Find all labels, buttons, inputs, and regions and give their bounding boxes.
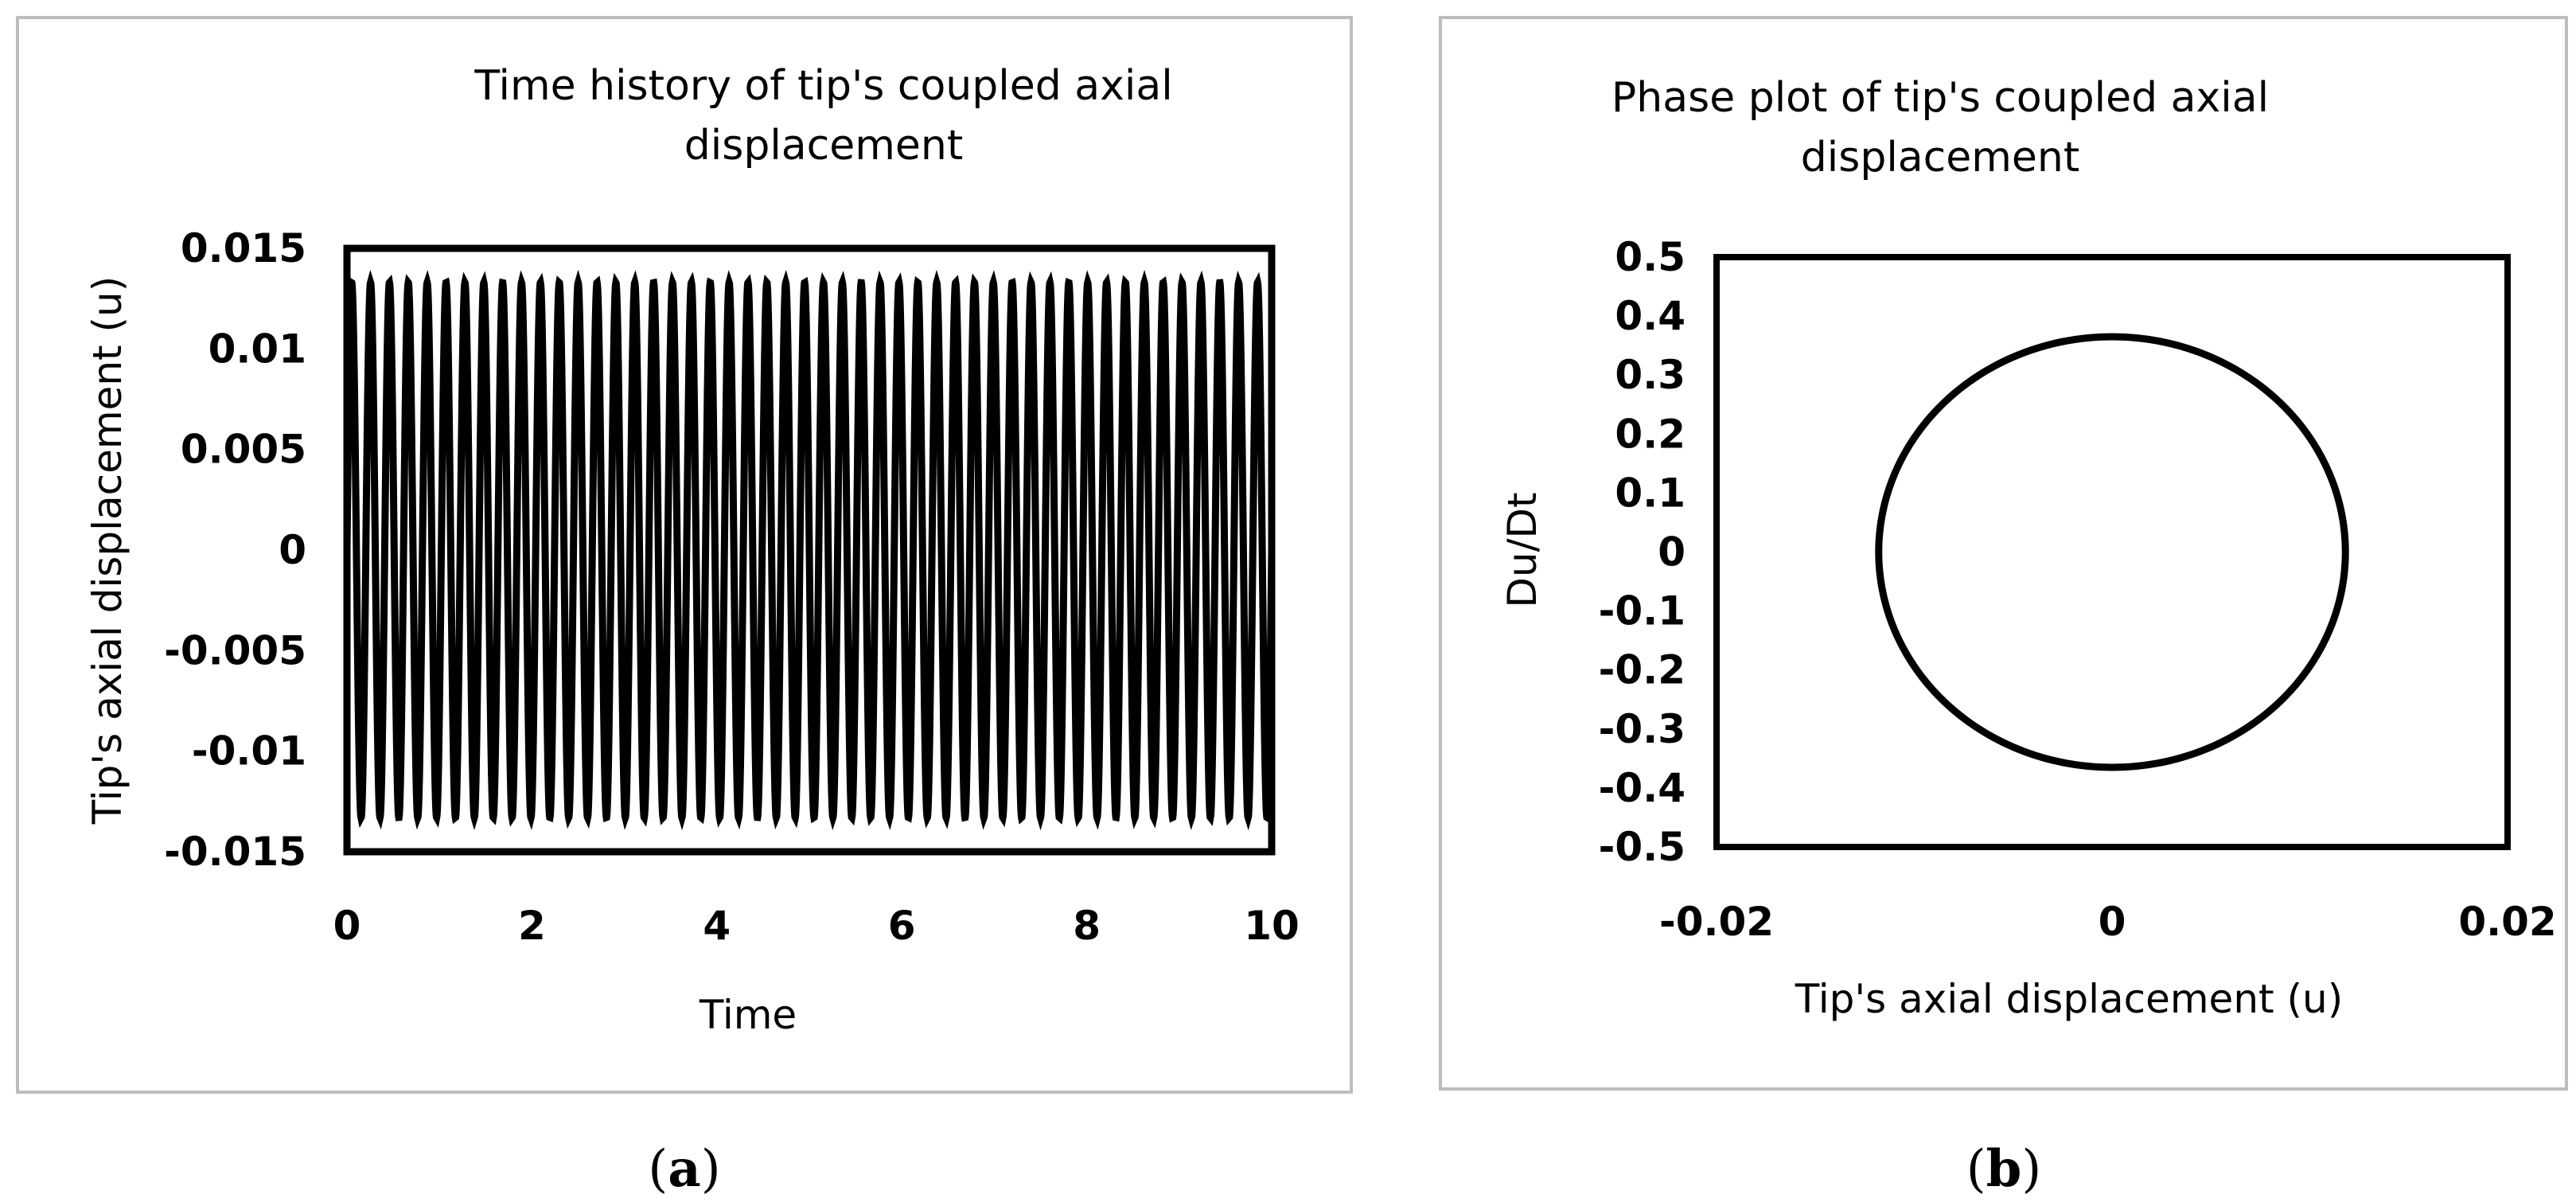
chart-b-caption: (b): [1966, 1139, 2042, 1199]
chart-a-y-tick-label: -0.005: [164, 627, 306, 673]
chart-b-y-tick-label: 0.3: [1615, 352, 1686, 398]
chart-b-y-tick-label: 0: [1658, 529, 1686, 576]
chart-b-y-tick-label: 0.5: [1615, 234, 1686, 280]
chart-b-y-tick-label: 0.2: [1615, 411, 1686, 457]
chart-b-y-tick-label: -0.2: [1599, 647, 1686, 693]
chart-a-title-line1: Time history of tip's coupled axial: [474, 62, 1172, 110]
chart-a-x-tick-label: 10: [1244, 903, 1300, 949]
chart-a-y-axis-title: Tip's axial displacement (u): [84, 276, 131, 825]
chart-a-x-tick-label: 8: [1073, 903, 1101, 949]
chart-panel-a: Time history of tip's coupled axial disp…: [16, 16, 1353, 1199]
chart-b-y-tick-label: -0.4: [1599, 765, 1686, 811]
chart-a-y-tick-label: 0.005: [181, 427, 306, 473]
chart-panel-b: Phase plot of tip's coupled axial displa…: [1432, 0, 2576, 1202]
chart-a-plot-frame: [343, 244, 1276, 856]
chart-a-x-tick-label: 6: [888, 903, 916, 949]
chart-a-caption: (a): [648, 1139, 720, 1199]
chart-a-y-tick-label: 0.01: [208, 326, 306, 372]
chart-a-x-tick-label: 0: [333, 903, 361, 949]
chart-a-y-tick-label: 0.015: [181, 225, 306, 271]
chart-b-y-ticks: 0.5 0.4 0.3 0.2 0.1 0 -0.1 -0.2 -0.3 -0.4 -0.5: [1599, 234, 1686, 870]
chart-a-svg: Time history of tip's coupled axial disp…: [16, 16, 1353, 1199]
chart-a-x-ticks: 0 2 4 6 8 10: [333, 903, 1300, 949]
chart-b-svg: Phase plot of tip's coupled axial displa…: [1439, 16, 2568, 1199]
chart-b-outer-frame: [1439, 16, 2568, 1091]
chart-a-y-ticks: 0.015 0.01 0.005 0 -0.005 -0.01 -0.015: [164, 225, 306, 875]
chart-b-x-tick-label: -0.02: [1659, 899, 1774, 945]
chart-a-x-tick-label: 4: [703, 903, 731, 949]
chart-a-title-line2: displacement: [684, 122, 963, 170]
chart-a-caption-letter: a: [668, 1139, 700, 1199]
chart-b-title-line1: Phase plot of tip's coupled axial: [1611, 74, 2269, 122]
chart-a-y-tick-label: -0.01: [192, 728, 306, 775]
chart-b-y-tick-label: -0.1: [1599, 588, 1686, 634]
chart-b-series-line: [1875, 333, 2349, 771]
chart-b-title-line2: displacement: [1801, 134, 2079, 181]
chart-a-x-tick-label: 2: [518, 903, 546, 949]
chart-b-x-axis-title: Tip's axial displacement (u): [1795, 976, 2343, 1022]
chart-b-y-tick-label: -0.5: [1599, 824, 1686, 870]
chart-b-caption-letter: b: [1986, 1139, 2022, 1199]
chart-b-x-tick-label: 0.02: [2458, 899, 2556, 945]
chart-b-plot-frame: [1713, 254, 2511, 850]
chart-b-y-tick-label: -0.3: [1599, 706, 1686, 752]
chart-b-x-ticks: -0.02 0 0.02: [1659, 899, 2557, 945]
chart-a-x-axis-title: Time: [699, 992, 797, 1038]
chart-b-y-tick-label: 0.1: [1615, 470, 1686, 516]
chart-a-y-tick-label: -0.015: [164, 829, 306, 875]
chart-b-x-tick-label: 0: [2099, 899, 2126, 945]
chart-a-series-line: [347, 269, 1272, 831]
chart-b-y-axis-title: Du/Dt: [1499, 492, 1545, 607]
chart-b-y-tick-label: 0.4: [1615, 293, 1686, 339]
chart-a-y-tick-label: 0: [279, 527, 306, 573]
